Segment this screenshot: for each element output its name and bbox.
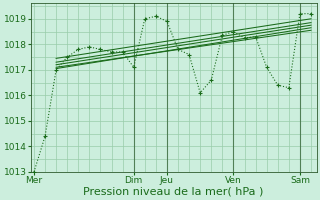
X-axis label: Pression niveau de la mer( hPa ): Pression niveau de la mer( hPa ) [84, 187, 264, 197]
